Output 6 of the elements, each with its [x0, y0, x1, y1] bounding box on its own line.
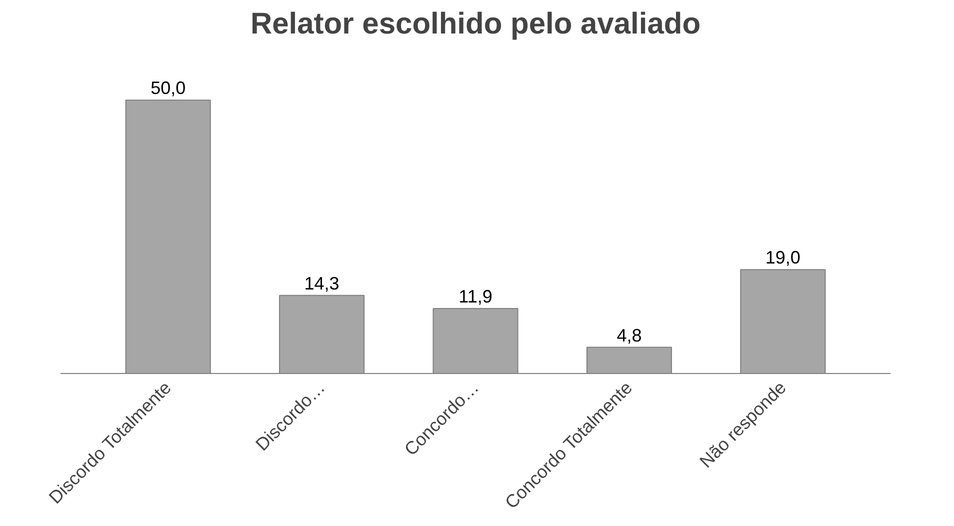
data-label: 50,0: [150, 78, 186, 98]
data-label: 19,0: [765, 248, 800, 268]
data-label: 4,8: [616, 325, 642, 346]
data-label: 11,9: [458, 286, 492, 306]
chart-title: Relator escolhido pelo avaliado: [250, 8, 701, 40]
data-label: 14,3: [304, 273, 340, 294]
